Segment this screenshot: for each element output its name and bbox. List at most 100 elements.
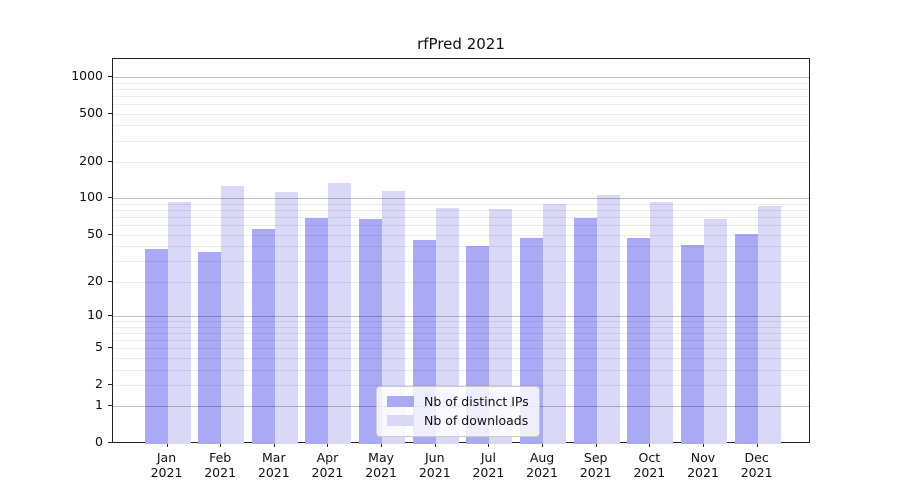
gridline-minor: [113, 384, 809, 386]
y-tick-label: 1000: [71, 67, 103, 83]
bar-distinct-ips: [627, 237, 651, 444]
x-tick-mark: [381, 443, 383, 447]
gridline-minor: [113, 95, 809, 97]
gridline-minor: [113, 140, 809, 142]
gridline-minor: [113, 103, 809, 105]
x-tick-mark: [434, 443, 436, 447]
x-tick-mark: [273, 443, 275, 447]
y-tick-mark: [108, 347, 112, 349]
gridline-minor: [113, 217, 809, 219]
y-tick-label: 1: [95, 397, 103, 413]
gridline-minor: [113, 82, 809, 84]
bar-distinct-ips: [251, 228, 275, 444]
x-tick-year: 2021: [633, 465, 666, 480]
gridline-major: [113, 198, 809, 200]
y-tick-mark: [108, 383, 112, 385]
x-tick-month: Jul: [480, 450, 496, 465]
y-tick-label: 20: [87, 272, 103, 288]
bar-distinct-ips: [305, 217, 329, 444]
y-tick-mark: [108, 405, 112, 407]
legend-item-distinct-ips: Nb of distinct IPs: [387, 392, 529, 411]
x-tick-mark: [488, 443, 490, 447]
y-tick-label: 10: [87, 306, 103, 322]
gridline-minor: [113, 162, 809, 163]
plot-area: Nb of distinct IPs Nb of downloads: [112, 58, 810, 444]
x-tick-mark: [756, 443, 758, 447]
bar-distinct-ips: [573, 217, 597, 444]
gridline-minor: [113, 234, 809, 236]
x-tick-label: Apr 2021: [299, 450, 355, 480]
y-tick-label: 5: [95, 339, 103, 355]
x-tick-month: May: [368, 450, 395, 465]
gridline-minor: [113, 210, 809, 212]
x-tick-year: 2021: [687, 465, 719, 480]
x-tick-label: Oct 2021: [621, 450, 677, 480]
legend-item-downloads: Nb of downloads: [387, 411, 529, 430]
gridline-minor: [113, 321, 809, 322]
x-tick-month: Jun: [424, 450, 445, 465]
bar-downloads: [382, 190, 406, 444]
y-tick-mark: [108, 75, 112, 77]
x-tick-month: Sep: [583, 450, 608, 465]
gridline-major: [113, 315, 809, 317]
bar-downloads: [489, 208, 513, 444]
chart-title: rfPred 2021: [417, 35, 505, 53]
x-tick-mark: [166, 443, 168, 447]
x-tick-year: 2021: [204, 465, 237, 480]
bar-distinct-ips: [198, 251, 222, 444]
x-tick-label: Jan 2021: [139, 450, 195, 480]
y-tick-label: 500: [79, 104, 103, 120]
y-tick-label: 200: [79, 153, 103, 168]
y-tick-label: 0: [95, 434, 103, 449]
bar-downloads: [650, 202, 674, 444]
bar-downloads: [596, 195, 620, 444]
gridline-minor: [113, 246, 809, 248]
x-tick-mark: [220, 443, 222, 447]
gridline-minor: [113, 88, 809, 90]
x-tick-month: Feb: [209, 450, 232, 465]
y-tick-mark: [108, 233, 112, 235]
bar-downloads: [328, 183, 352, 444]
gridline-minor: [113, 348, 809, 350]
x-tick-mark: [327, 443, 329, 447]
x-tick-year: 2021: [257, 465, 290, 480]
x-tick-label: May 2021: [353, 450, 409, 480]
gridline-minor: [113, 357, 809, 359]
gridline-minor: [113, 326, 809, 328]
gridline-major: [113, 76, 809, 78]
x-tick-label: Aug 2021: [514, 450, 570, 480]
bar-distinct-ips: [681, 244, 704, 444]
legend-label-downloads: Nb of downloads: [424, 413, 529, 428]
x-tick-month: Apr: [316, 450, 339, 465]
x-tick-year: 2021: [579, 465, 612, 480]
x-tick-year: 2021: [472, 465, 505, 480]
bar-downloads: [704, 219, 727, 444]
y-tick-mark: [108, 161, 112, 162]
x-tick-month: Aug: [529, 450, 555, 465]
gridline-minor: [113, 332, 809, 334]
y-tick-mark: [108, 197, 112, 199]
y-tick-mark: [108, 112, 112, 114]
x-tick-label: Jul 2021: [460, 450, 516, 480]
gridline-minor: [113, 113, 809, 115]
y-tick-label: 100: [79, 189, 103, 205]
x-tick-year: 2021: [365, 465, 397, 480]
gridline-minor: [113, 339, 809, 341]
bar-downloads: [757, 205, 781, 444]
x-tick-label: Mar 2021: [246, 450, 302, 480]
x-tick-month: Dec: [744, 450, 769, 465]
gridline-minor: [113, 125, 809, 127]
x-tick-year: 2021: [526, 465, 558, 480]
x-tick-label: Dec 2021: [729, 450, 785, 480]
x-tick-year: 2021: [418, 465, 451, 480]
gridlines-layer: [113, 59, 809, 442]
x-tick-year: 2021: [740, 465, 773, 480]
bar-downloads: [543, 203, 567, 444]
bar-distinct-ips: [734, 233, 758, 444]
gridline-minor: [113, 203, 809, 205]
x-tick-year: 2021: [150, 465, 183, 480]
y-tick-mark: [108, 280, 112, 282]
x-tick-label: Jun 2021: [407, 450, 463, 480]
y-tick-mark: [108, 442, 112, 443]
